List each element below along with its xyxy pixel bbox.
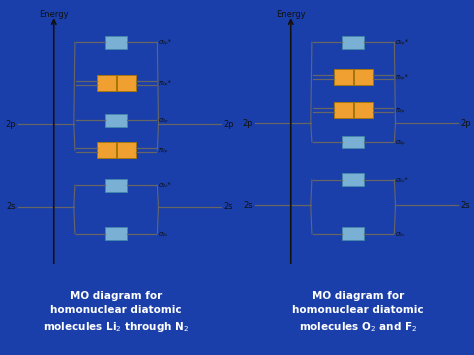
Bar — [342, 136, 364, 148]
Text: σ₂ₚ: σ₂ₚ — [158, 118, 168, 124]
Bar — [342, 36, 364, 49]
Text: π₂ₚ: π₂ₚ — [158, 147, 168, 153]
Text: σ₂ₛ*: σ₂ₛ* — [158, 182, 171, 188]
Bar — [117, 142, 136, 158]
Text: MO diagram for
homonuclear diatomic
molecules Li$_2$ through N$_2$: MO diagram for homonuclear diatomic mole… — [43, 291, 189, 334]
Bar — [334, 102, 353, 118]
Text: 2p: 2p — [460, 119, 471, 127]
Bar — [342, 227, 364, 240]
Text: Energy: Energy — [39, 10, 69, 19]
Text: 2s: 2s — [223, 202, 233, 211]
Text: π₂ₚ*: π₂ₚ* — [158, 80, 171, 86]
Text: 2s: 2s — [460, 201, 470, 210]
Text: 2s: 2s — [6, 202, 16, 211]
Text: σ₂ₛ: σ₂ₛ — [158, 231, 168, 237]
Bar — [97, 75, 116, 91]
Text: π₂ₚ: π₂ₚ — [395, 106, 405, 113]
Text: σ₂ₛ*: σ₂ₛ* — [395, 177, 408, 183]
Bar — [117, 75, 136, 91]
Text: σ₂ₚ: σ₂ₚ — [395, 139, 405, 145]
Text: 2s: 2s — [243, 201, 253, 210]
Bar — [105, 227, 127, 240]
Bar — [354, 69, 373, 85]
Text: MO diagram for
homonuclear diatomic
molecules O$_2$ and F$_2$: MO diagram for homonuclear diatomic mole… — [292, 291, 424, 334]
Text: 2p: 2p — [242, 119, 253, 127]
Text: Energy: Energy — [276, 10, 306, 19]
Text: 2p: 2p — [5, 120, 16, 129]
Text: π₂ₚ*: π₂ₚ* — [395, 74, 408, 80]
Text: 2p: 2p — [223, 120, 234, 129]
Bar — [105, 36, 127, 49]
Bar — [97, 142, 116, 158]
Bar — [105, 114, 127, 127]
Bar — [105, 179, 127, 192]
Text: σ₂ₚ*: σ₂ₚ* — [158, 39, 172, 45]
Bar — [334, 69, 353, 85]
Bar — [354, 102, 373, 118]
Text: σ₂ₚ*: σ₂ₚ* — [395, 39, 409, 45]
Bar — [342, 173, 364, 186]
Text: σ₂ₛ: σ₂ₛ — [395, 231, 405, 237]
